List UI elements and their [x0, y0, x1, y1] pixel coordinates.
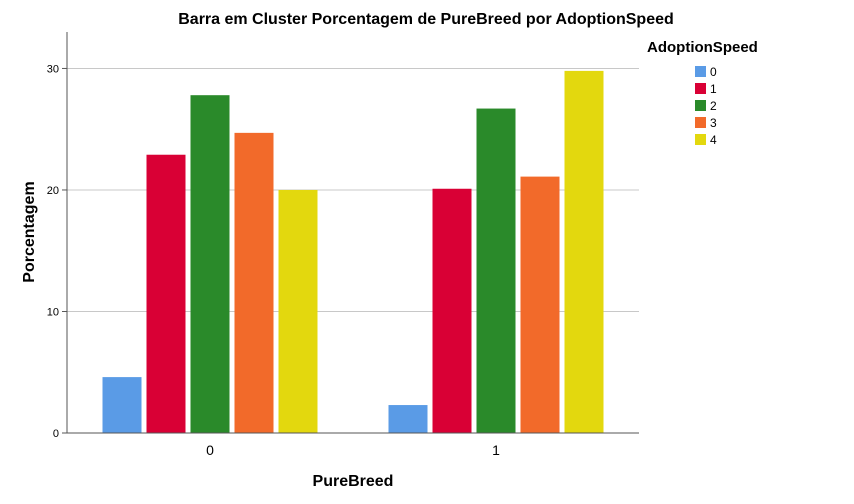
x-tick-label: 0: [206, 442, 214, 458]
y-tick-labels: 0 10 20 30: [47, 63, 67, 440]
y-tick-label: 10: [47, 306, 59, 318]
y-axis-label: Porcentagem: [21, 181, 38, 282]
bar-cat0-series4: [278, 189, 318, 433]
x-tick-label: 1: [492, 442, 500, 458]
legend-swatch-0: [695, 66, 706, 77]
bar-cat0-series3: [234, 132, 274, 433]
legend-label: 3: [710, 116, 717, 130]
legend-swatch-2: [695, 100, 706, 111]
y-tick-label: 0: [53, 428, 59, 440]
bar-cat1-series0: [388, 405, 428, 433]
legend-label: 4: [710, 133, 717, 147]
legend-label: 2: [710, 99, 717, 113]
legend: AdoptionSpeed 0 1 2 3 4: [647, 39, 758, 147]
bar-cat0-series2: [190, 95, 230, 434]
bar-cat0-series0: [102, 377, 142, 433]
chart-title: Barra em Cluster Porcentagem de PureBree…: [178, 11, 674, 28]
y-tick-label: 30: [47, 63, 59, 75]
legend-title: AdoptionSpeed: [647, 39, 758, 56]
bar-cat1-series3: [520, 176, 560, 433]
legend-swatch-1: [695, 83, 706, 94]
bar-cat1-series1: [432, 188, 472, 433]
legend-label: 1: [710, 82, 717, 96]
legend-label: 0: [710, 65, 717, 79]
legend-swatch-4: [695, 134, 706, 145]
x-axis-label: PureBreed: [313, 473, 394, 490]
y-tick-label: 20: [47, 185, 59, 197]
bar-cat1-series2: [476, 108, 516, 434]
legend-swatch-3: [695, 117, 706, 128]
bar-cat0-series1: [146, 154, 186, 434]
bar-cat1-series4: [564, 70, 604, 433]
bars: [102, 70, 604, 434]
